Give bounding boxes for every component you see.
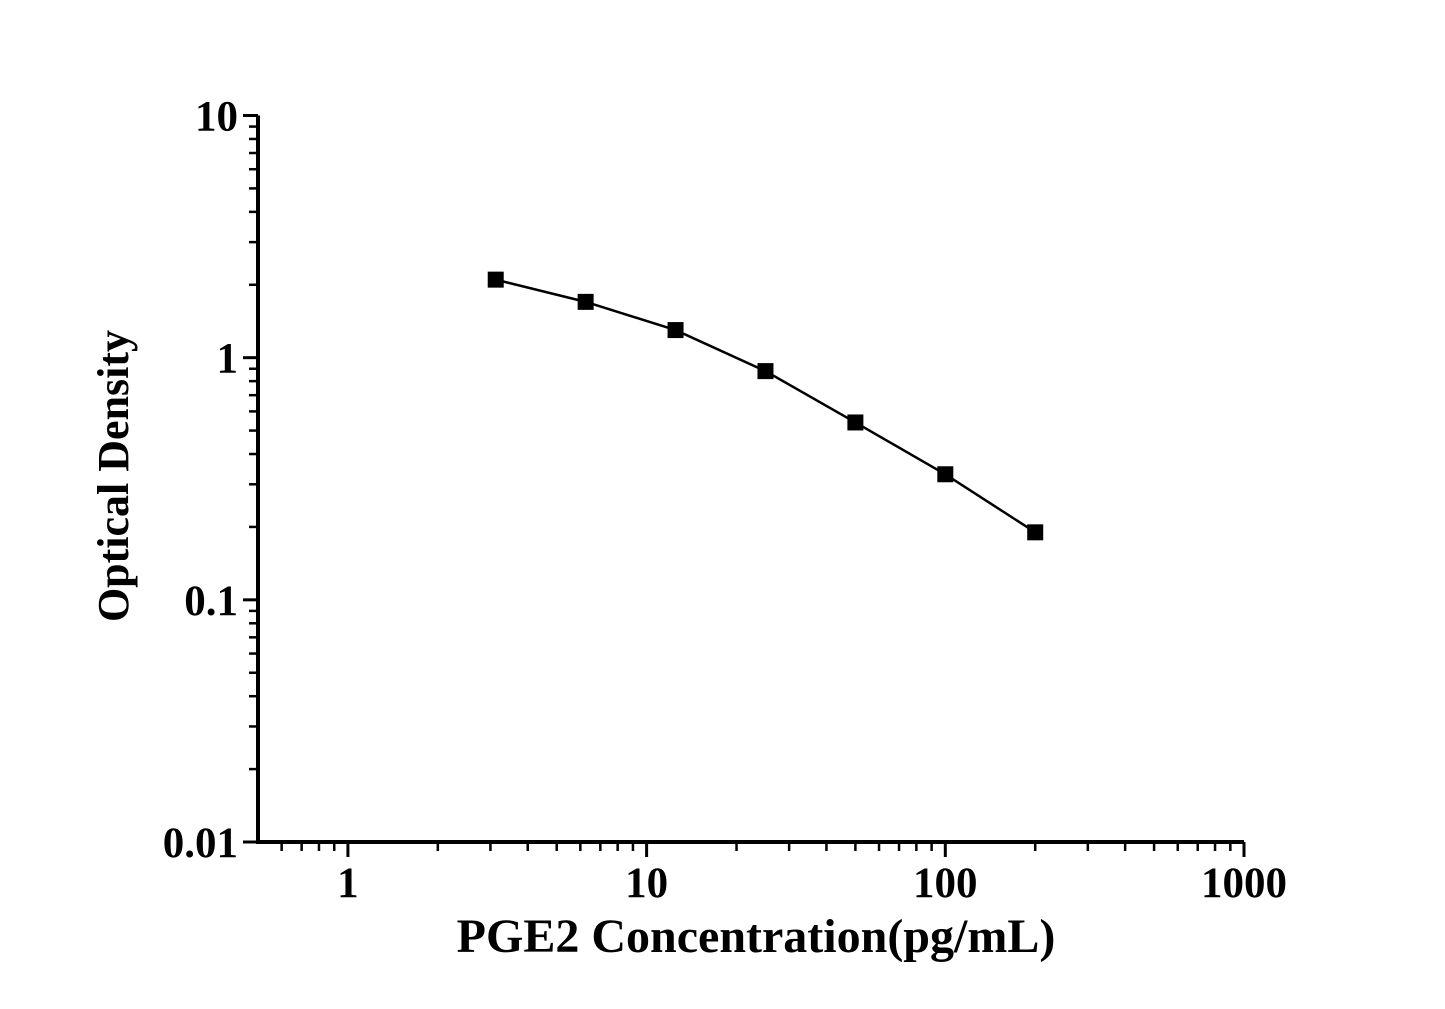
data-point-marker [757,363,774,380]
plot-elements: 1 10 100 1000 0.01 0.1 1 10 [163,94,1287,908]
data-point-marker [1027,524,1044,541]
data-point-marker [667,322,684,339]
x-tick-label: 10 [625,860,668,907]
y-tick-label: 0.01 [163,820,238,867]
y-tick-label: 10 [195,94,238,141]
x-tick-label: 100 [913,860,978,907]
data-point-marker [487,271,504,288]
data-point-marker [577,293,594,310]
axis-spines [256,115,1244,844]
x-tick-label: 1 [337,860,359,907]
y-tick-label: 0.1 [184,578,238,625]
x-axis-title: PGE2 Concentration(pg/mL) [457,910,1056,963]
y-axis-title: Optical Density [89,330,138,622]
y-tick-label: 1 [217,336,239,383]
series-line [495,278,1036,534]
data-point-marker [847,414,864,431]
data-point-marker [937,466,954,483]
x-tick-label: 1000 [1201,860,1287,907]
